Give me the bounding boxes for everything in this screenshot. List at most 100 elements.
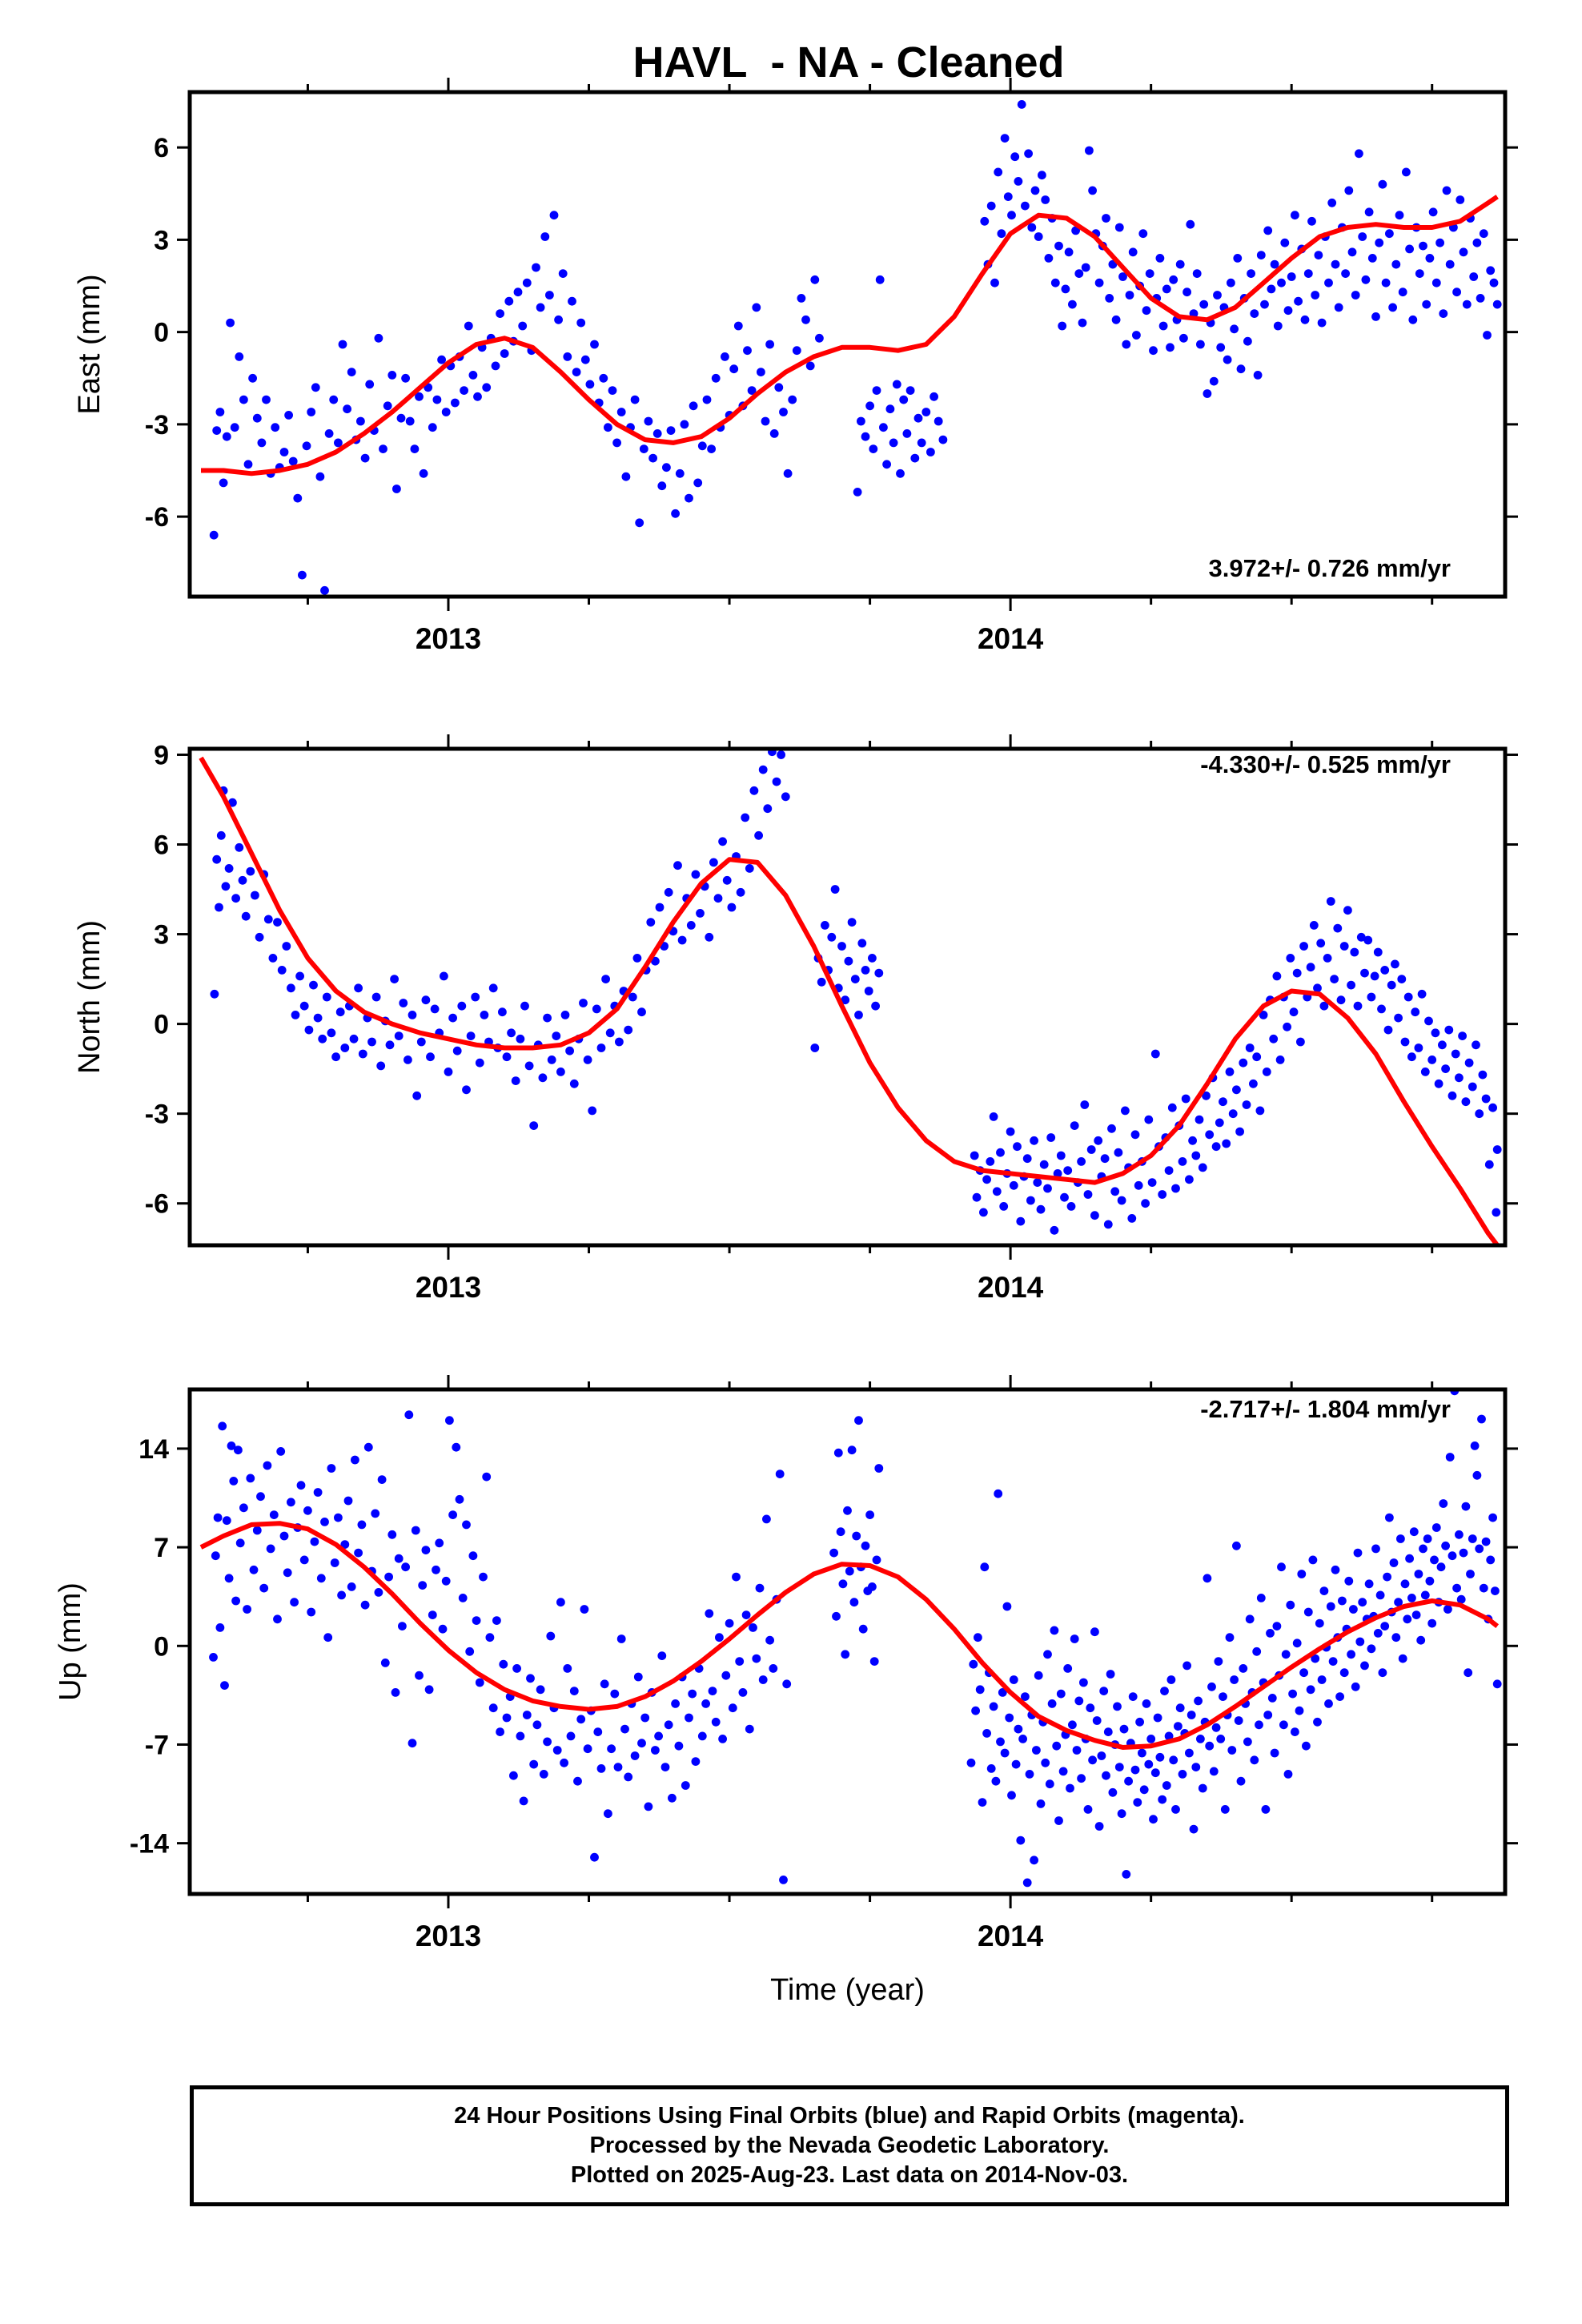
up-data-point [220, 1681, 229, 1691]
north-data-point [1060, 1192, 1069, 1202]
east-data-point [604, 423, 612, 432]
east-data-point [875, 275, 885, 284]
up-data-point [996, 1737, 1005, 1747]
north-data-point [475, 1058, 484, 1068]
east-data-point [1367, 254, 1377, 263]
up-data-point [1398, 1654, 1407, 1663]
up-data-point [488, 1703, 498, 1713]
up-data-point [1364, 1579, 1374, 1589]
up-data-point [512, 1664, 521, 1673]
north-data-point [238, 875, 247, 885]
east-data-point [288, 456, 298, 466]
east-data-point [1263, 226, 1273, 235]
up-data-point [1250, 1755, 1259, 1765]
east-data-point [545, 291, 554, 300]
north-data-point [511, 1076, 520, 1085]
north-data-point [605, 1028, 615, 1038]
up-data-point [482, 1472, 492, 1482]
north-data-point [299, 1001, 309, 1011]
north-data-point [1046, 1133, 1056, 1142]
east-data-point [729, 364, 739, 374]
up-data-point [1263, 1711, 1273, 1719]
east-data-point [896, 468, 905, 478]
up-data-point [310, 1537, 319, 1546]
up-data-point [782, 1679, 792, 1689]
up-data-point [529, 1759, 539, 1769]
east-data-point [432, 395, 442, 404]
east-data-point [338, 340, 347, 349]
east-panel: 2013 2014 6 3 0 -3 -6 East (mm) 3.972+/- 0.726 m… [73, 78, 1518, 655]
up-data-point [462, 1520, 471, 1530]
east-data-point [752, 303, 761, 312]
up-data-point [424, 1685, 434, 1695]
east-data-point [374, 333, 383, 343]
up-data-point [583, 1744, 592, 1754]
east-data-point [1291, 211, 1299, 220]
east-data-point [680, 420, 689, 429]
up-data-point [408, 1739, 417, 1748]
north-y-tick-label: 6 [154, 830, 169, 861]
up-x-tick-label: 2014 [978, 1920, 1044, 1952]
up-data-point [1281, 1650, 1291, 1659]
north-data-point [868, 954, 877, 963]
east-data-point [616, 408, 626, 416]
east-data-point [885, 404, 895, 414]
north-data-point [1383, 1025, 1393, 1035]
up-data-point [1430, 1555, 1439, 1565]
up-data-point [1205, 1741, 1215, 1751]
east-data-point [215, 408, 225, 416]
east-data-point [1145, 269, 1154, 278]
north-data-point [1306, 963, 1315, 972]
north-data-point [1478, 1070, 1488, 1080]
up-data-point [701, 1699, 710, 1708]
east-data-point [1068, 300, 1077, 309]
up-data-point [1090, 1627, 1099, 1637]
east-data-point [1223, 355, 1232, 364]
east-data-point [1489, 278, 1499, 287]
north-data-point [664, 887, 673, 897]
east-data-point [576, 318, 586, 328]
east-data-point [1270, 259, 1279, 269]
up-data-point [509, 1771, 518, 1780]
up-data-point [1196, 1735, 1205, 1743]
up-data-point [1459, 1548, 1468, 1558]
north-data-point [709, 858, 718, 867]
up-data-point [1191, 1763, 1201, 1772]
up-data-point [1277, 1562, 1286, 1572]
north-data-point [722, 875, 732, 885]
east-data-point [801, 315, 810, 324]
up-data-point [351, 1455, 359, 1465]
north-data-point [1255, 1106, 1265, 1116]
up-data-point [1139, 1785, 1149, 1795]
up-data-point [211, 1551, 220, 1561]
north-data-point [376, 1061, 386, 1071]
east-data-point [334, 438, 343, 448]
up-data-point [1297, 1570, 1307, 1578]
north-data-point [841, 995, 850, 1005]
up-data-point [1133, 1798, 1142, 1807]
up-data-point [330, 1558, 339, 1567]
east-data-point [284, 411, 293, 420]
north-data-point [466, 1031, 476, 1040]
east-data-point [1213, 291, 1222, 300]
up-data-point [1283, 1770, 1293, 1779]
up-data-point [516, 1731, 525, 1741]
north-data-point [251, 891, 259, 900]
up-data-point [1066, 1783, 1074, 1793]
up-data-point [1135, 1717, 1144, 1727]
north-data-point [1417, 989, 1427, 999]
up-data-point [1488, 1513, 1497, 1522]
up-data-point [1119, 1724, 1129, 1734]
up-data-point [448, 1510, 457, 1519]
north-data-point [538, 1073, 548, 1083]
east-data-point [1277, 278, 1286, 287]
up-data-point [1311, 1654, 1320, 1663]
north-data-point [1373, 947, 1383, 957]
up-data-point [1198, 1783, 1207, 1793]
up-data-point [256, 1492, 265, 1502]
east-data-point [1273, 321, 1283, 331]
up-data-point [1153, 1713, 1162, 1723]
east-data-point [1041, 195, 1050, 204]
north-data-point [390, 975, 399, 983]
up-data-point [340, 1540, 350, 1549]
